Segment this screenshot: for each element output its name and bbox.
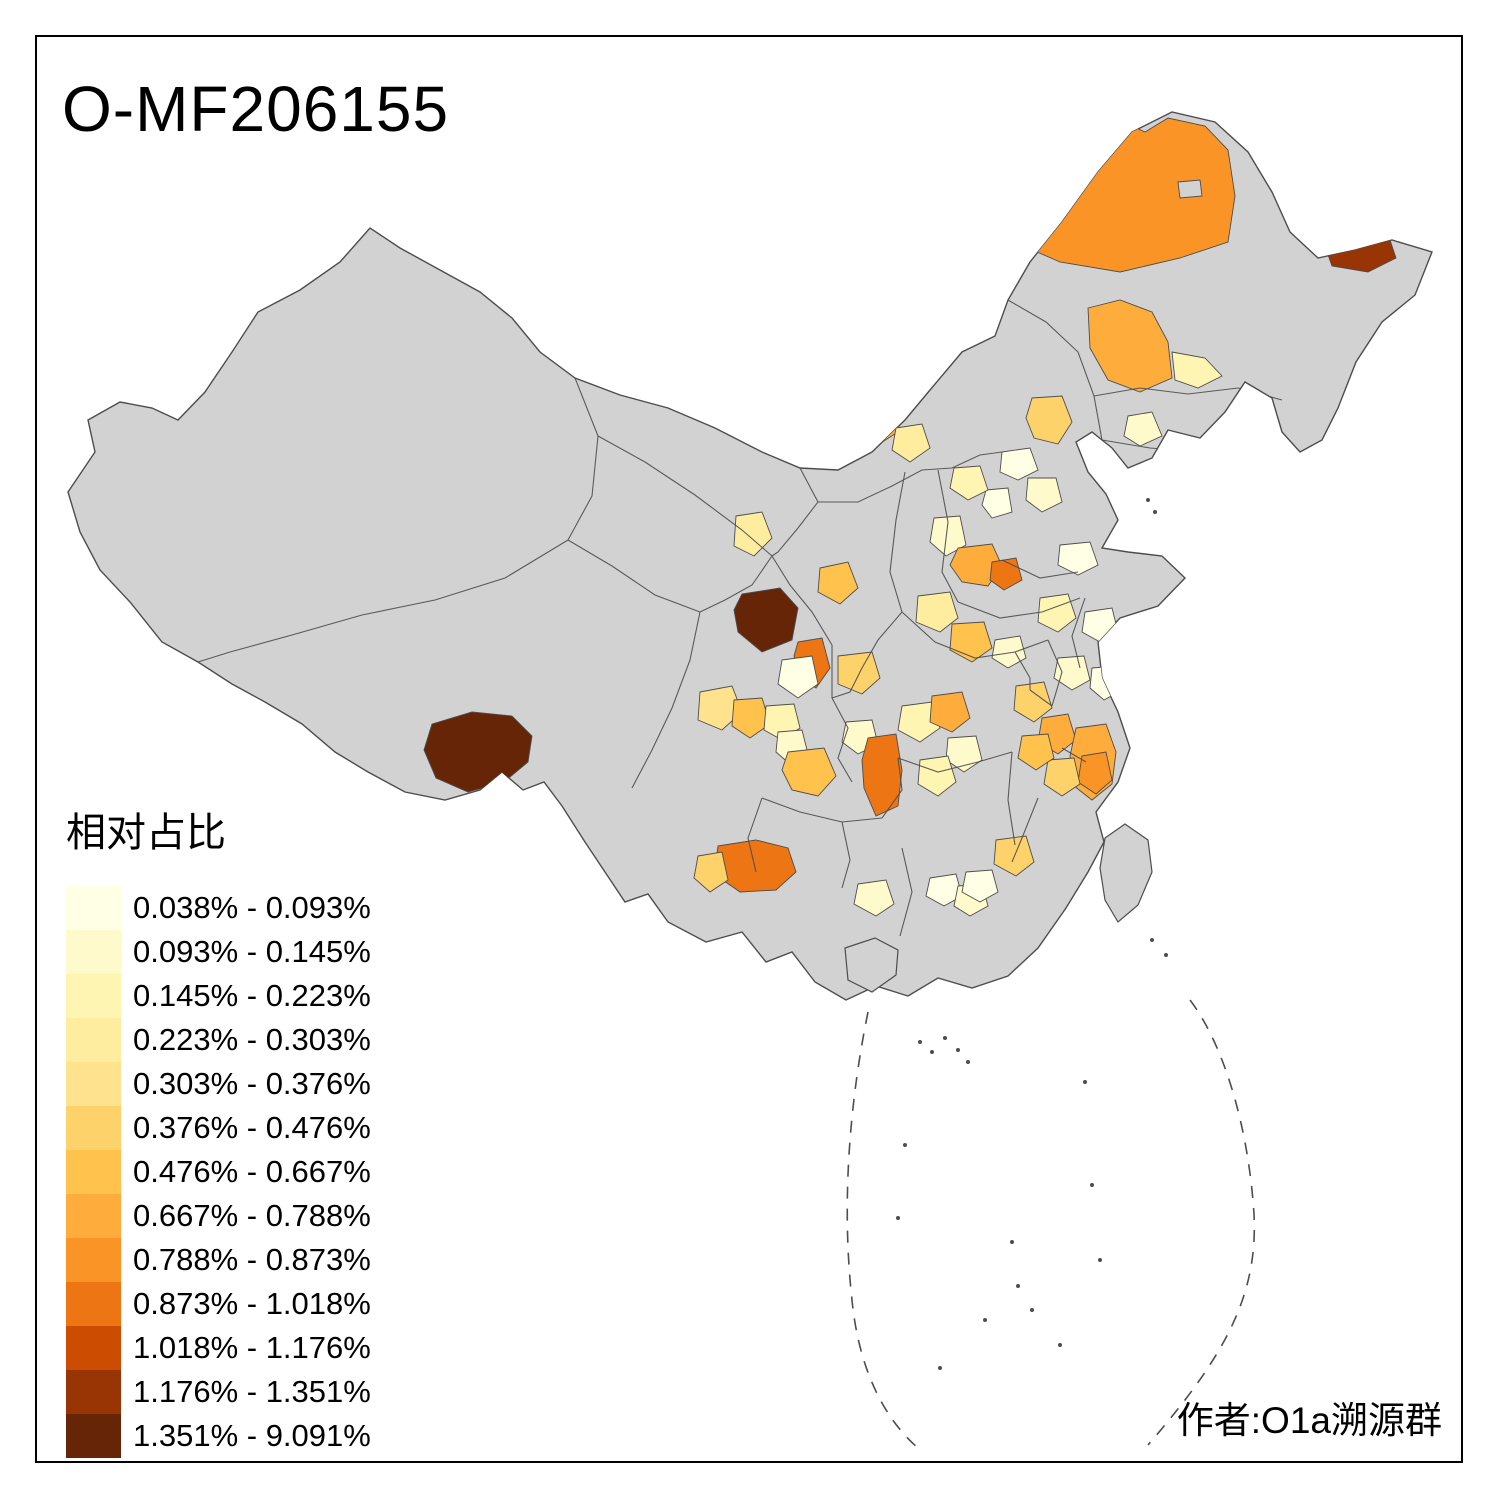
legend-swatch [66, 1106, 121, 1150]
legend-label: 0.873% - 1.018% [133, 1286, 371, 1321]
legend-row: 0.223% - 0.303% [66, 1018, 446, 1062]
legend-swatch [66, 1414, 121, 1458]
map-region [917, 755, 957, 797]
map-region [733, 587, 799, 653]
legend-title: 相对占比 [66, 811, 226, 855]
legend-swatch [66, 1282, 121, 1326]
legend-label: 0.788% - 0.873% [133, 1242, 371, 1277]
attribution-text: 作者:O1a溯源群 [1176, 1400, 1442, 1441]
map-region [1025, 477, 1063, 513]
map-region [777, 655, 819, 699]
page-title: O-MF206155 [62, 73, 450, 145]
map-region [733, 511, 773, 557]
legend-label: 1.018% - 1.176% [133, 1330, 371, 1365]
map-region [949, 543, 1003, 587]
legend-row: 0.788% - 0.873% [66, 1238, 446, 1282]
legend-row: 1.018% - 1.176% [66, 1326, 446, 1370]
map-region [999, 447, 1039, 481]
legend-row: 0.476% - 0.667% [66, 1150, 446, 1194]
map-region [1043, 757, 1081, 797]
map-region [1017, 733, 1055, 771]
legend-swatch [66, 1194, 121, 1238]
legend-swatch [66, 1150, 121, 1194]
map-region [1171, 351, 1223, 389]
legend-label: 0.303% - 0.376% [133, 1066, 371, 1101]
nine-dash-line [846, 999, 1256, 1449]
legend-label: 1.351% - 9.091% [133, 1418, 371, 1453]
legend-swatch [66, 1370, 121, 1414]
map-region [1013, 681, 1053, 723]
legend-row: 0.303% - 0.376% [66, 1062, 446, 1106]
legend-swatch [66, 1018, 121, 1062]
legend-label: 0.667% - 0.788% [133, 1198, 371, 1233]
legend-swatch [66, 974, 121, 1018]
legend-swatch [66, 930, 121, 974]
province-borders [197, 299, 1283, 937]
legend-swatch [66, 1238, 121, 1282]
map-region [1025, 395, 1073, 445]
legend-row: 0.873% - 1.018% [66, 1282, 446, 1326]
map-region [1057, 541, 1099, 576]
legend-label: 0.145% - 0.223% [133, 978, 371, 1013]
legend-label: 0.376% - 0.476% [133, 1110, 371, 1145]
map-region [693, 851, 729, 893]
plot-frame [35, 35, 1463, 1463]
legend-label: 0.038% - 0.093% [133, 890, 371, 925]
map-region [817, 561, 859, 605]
legend-label: 0.093% - 0.145% [133, 934, 371, 969]
map-region [981, 487, 1013, 519]
map-region [925, 873, 963, 907]
map-region-hole [1177, 179, 1203, 199]
map-region [949, 465, 989, 501]
map-region [891, 423, 931, 463]
map-region [929, 515, 967, 557]
legend-label: 0.223% - 0.303% [133, 1022, 371, 1057]
legend-row: 1.351% - 9.091% [66, 1414, 446, 1458]
map-region [929, 691, 971, 733]
legend-row: 0.038% - 0.093% [66, 886, 446, 930]
legend-swatch [66, 1062, 121, 1106]
map-region [897, 701, 941, 743]
legend-row: 0.145% - 0.223% [66, 974, 446, 1018]
map-region [423, 711, 533, 793]
map-region [731, 697, 771, 739]
legend-swatch [66, 886, 121, 930]
map-region [915, 591, 959, 633]
hainan-island [844, 937, 899, 993]
map-region [961, 869, 999, 903]
legend-label: 0.476% - 0.667% [133, 1154, 371, 1189]
map-region [853, 879, 895, 917]
island-dots [896, 498, 1168, 1370]
colored-prefectures [423, 117, 1397, 917]
legend-label: 1.176% - 1.351% [133, 1374, 371, 1409]
legend: 相对占比 0.038% - 0.093% 0.093% - 0.145% 0.1… [66, 800, 446, 1458]
legend-row: 0.667% - 0.788% [66, 1194, 446, 1238]
legend-row: 1.176% - 1.351% [66, 1370, 446, 1414]
taiwan-island [1099, 823, 1153, 923]
legend-row: 0.093% - 0.145% [66, 930, 446, 974]
map-region [781, 747, 837, 797]
map-region [1123, 411, 1163, 447]
map-region [1087, 299, 1173, 393]
legend-row: 0.376% - 0.476% [66, 1106, 446, 1150]
legend-swatch [66, 1326, 121, 1370]
map-region [1053, 655, 1091, 691]
